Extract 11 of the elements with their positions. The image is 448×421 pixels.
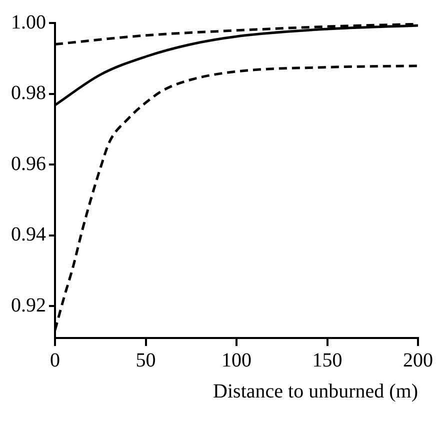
y-tick-label: 0.94 <box>11 224 46 246</box>
y-tick-label: 0.96 <box>11 152 46 175</box>
x-tick-label: 0 <box>50 349 60 372</box>
x-tick-label: 150 <box>312 349 342 372</box>
x-axis-title: Distance to unburned (m) <box>213 380 418 402</box>
y-tick-label: 1.00 <box>11 11 46 34</box>
x-tick-label: 200 <box>403 349 433 372</box>
x-tick-label: 50 <box>136 349 156 372</box>
x-tick-label: 100 <box>222 349 252 372</box>
y-tick-label: 0.92 <box>11 294 46 316</box>
y-tick-label: 0.98 <box>11 82 46 104</box>
